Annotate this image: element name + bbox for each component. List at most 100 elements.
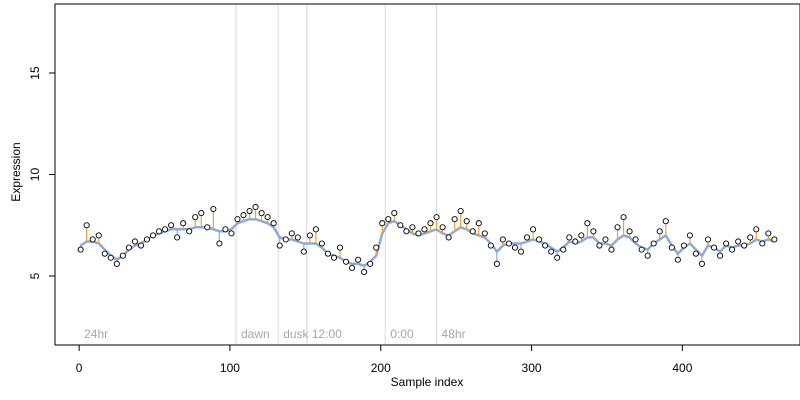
data-point [487, 242, 494, 249]
data-point [445, 234, 452, 241]
data-point [306, 232, 313, 239]
data-point [554, 254, 561, 261]
data-point [523, 234, 531, 241]
data-point [89, 236, 96, 243]
data-point [95, 232, 102, 239]
data-point [662, 218, 669, 225]
region-label: dusk [283, 327, 309, 341]
data-point [258, 210, 265, 217]
data-point [433, 214, 440, 221]
data-point [542, 242, 549, 249]
data-point [222, 226, 229, 233]
data-point [385, 216, 392, 223]
data-point [228, 230, 235, 237]
region-label: dawn [241, 327, 270, 341]
data-point [614, 224, 621, 231]
data-point [318, 240, 325, 247]
data-point [620, 214, 627, 221]
data-point [741, 242, 748, 249]
data-point [668, 244, 675, 251]
y-axis: 5 10 15 [28, 66, 56, 279]
data-point [294, 234, 301, 241]
data-point [421, 226, 428, 233]
data-point [439, 224, 446, 231]
data-point [608, 246, 615, 253]
data-point [125, 244, 132, 251]
data-point [602, 236, 609, 243]
data-point [704, 236, 712, 243]
data-point [560, 246, 567, 253]
y-tick-label: 10 [28, 168, 42, 182]
data-point [632, 236, 639, 243]
data-point [626, 228, 633, 235]
region-dividers [235, 4, 438, 345]
data-point [493, 260, 500, 267]
data-point [753, 226, 760, 233]
data-point [566, 234, 573, 241]
data-point [180, 220, 187, 227]
y-tick-label: 15 [28, 66, 42, 80]
data-point [379, 220, 386, 227]
data-point [156, 228, 163, 235]
data-point [578, 232, 585, 239]
data-point [590, 228, 597, 235]
data-point [143, 236, 151, 243]
data-point [403, 228, 410, 235]
data-point [747, 234, 754, 241]
data-point [204, 224, 211, 231]
y-axis-title: Expression [9, 142, 23, 201]
plot-frame [54, 3, 800, 346]
data-point [638, 246, 645, 253]
data-point [427, 220, 434, 227]
data-point [511, 244, 519, 251]
data-point [83, 222, 90, 229]
data-point [367, 260, 374, 267]
data-point [656, 228, 663, 235]
data-point [288, 230, 295, 237]
region-label: 12:00 [312, 327, 342, 341]
data-point [463, 218, 470, 225]
data-point [137, 242, 145, 249]
data-point [77, 246, 84, 253]
data-point [186, 228, 193, 235]
data-point [240, 212, 247, 219]
data-point [162, 226, 169, 233]
data-point [723, 240, 730, 247]
data-point [373, 244, 380, 251]
data-point [149, 232, 157, 239]
data-point [168, 222, 175, 229]
data-point [198, 210, 205, 217]
data-point [717, 252, 724, 259]
data-point [336, 244, 344, 251]
data-point [349, 264, 356, 271]
data-point [391, 210, 398, 217]
data-point [680, 242, 687, 249]
x-axis: 0 100 200 300 400 [76, 344, 693, 375]
data-point [505, 240, 512, 247]
data-point [650, 240, 657, 247]
data-point [710, 244, 718, 251]
data-point [451, 216, 458, 223]
data-point [397, 222, 404, 229]
data-point [729, 246, 736, 253]
data-point [246, 207, 253, 215]
fit-curve [79, 217, 775, 268]
region-label: 0:00 [390, 327, 414, 341]
data-points [77, 203, 778, 275]
data-point [324, 250, 332, 257]
data-point [457, 207, 464, 215]
data-point [536, 236, 543, 243]
data-point [192, 214, 199, 221]
y-tick-label: 5 [28, 272, 42, 279]
data-point [264, 214, 271, 221]
data-point [499, 236, 506, 243]
x-tick-label: 0 [76, 361, 83, 375]
x-tick-label: 300 [522, 361, 542, 375]
data-point [596, 242, 603, 249]
data-point [113, 260, 120, 267]
data-point [475, 220, 482, 227]
data-point [343, 258, 350, 265]
data-point [210, 205, 217, 213]
data-point [481, 230, 488, 237]
